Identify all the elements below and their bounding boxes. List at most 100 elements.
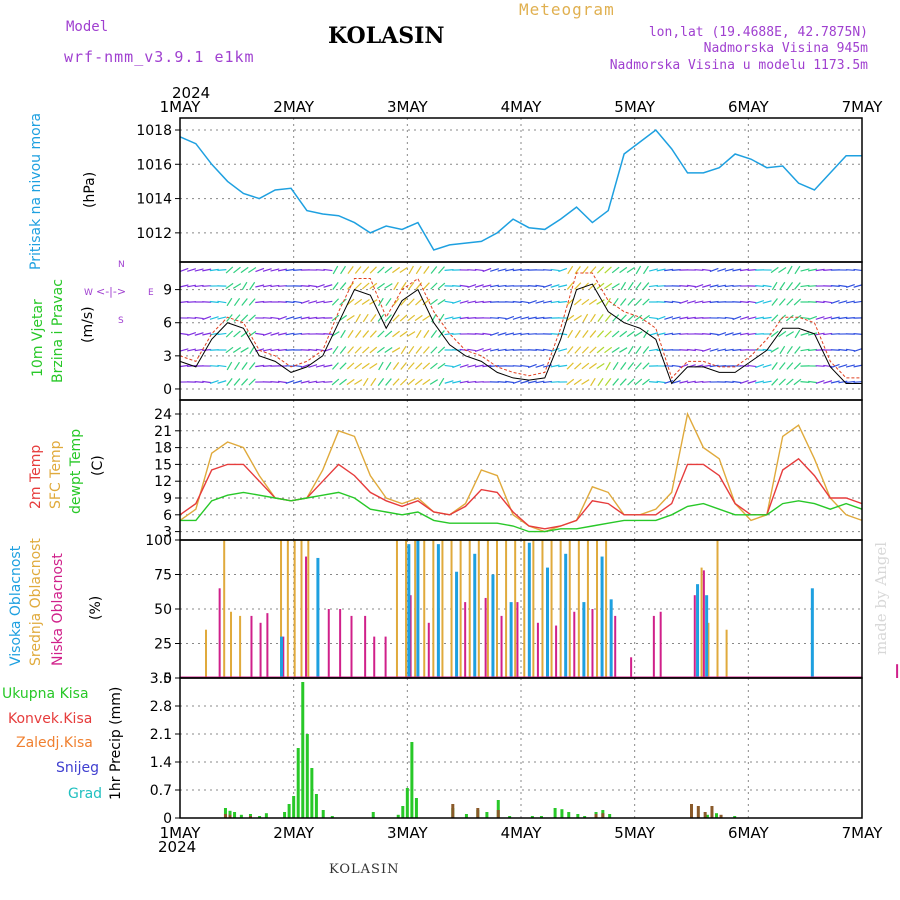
wind-arrow [414, 378, 423, 386]
wind-arrow [830, 300, 840, 304]
wind-arrow [604, 330, 612, 338]
wind-arrow [830, 363, 840, 369]
wind-arrow [438, 377, 445, 387]
wind-arrow [262, 365, 272, 367]
wind-arrow [800, 381, 810, 383]
wind-arrow [512, 379, 522, 385]
y-tick-label-temperature-0: 3 [163, 525, 172, 541]
wind-arrow [392, 330, 400, 338]
cloud-bar-mid [505, 540, 508, 678]
wind-arrow [694, 269, 704, 271]
wind-arrow [596, 346, 605, 354]
wind-arrow [770, 266, 779, 274]
wind-arrow [558, 267, 568, 273]
wind-arrow [240, 266, 249, 274]
wind-arrow [747, 269, 757, 271]
precip-bar-total [292, 796, 296, 818]
wind-arrow [558, 348, 568, 352]
wind-arrow [694, 380, 704, 384]
wind-arrow [467, 348, 477, 352]
wind-arrow [385, 297, 392, 307]
cloud-bar-low [652, 615, 655, 678]
wind-arrow [619, 298, 627, 306]
wind-arrow [604, 266, 612, 274]
wind-arrow [415, 362, 423, 370]
wind-arrow [635, 345, 642, 355]
wind-arrow [838, 316, 848, 320]
compass-e: E [148, 288, 154, 298]
precip-bar-total [405, 788, 409, 818]
wind-arrow [808, 332, 818, 336]
wind-arrow [627, 314, 635, 322]
cloud-bar-low [384, 636, 387, 678]
wind-arrow [444, 380, 454, 384]
cloud-bar-mid [223, 540, 226, 678]
wind-arrow [437, 346, 446, 354]
wind-arrow [209, 316, 219, 320]
y-tick-label-pressure-3: 1018 [136, 123, 172, 139]
wind-arrow [724, 348, 734, 352]
precip-bar-conv [476, 808, 480, 818]
precip-bar-total [553, 808, 557, 818]
wind-arrow [392, 314, 400, 322]
wind-arrow [308, 348, 318, 352]
wind-arrow [362, 266, 370, 274]
wind-arrow [202, 285, 212, 287]
wind-arrow [627, 298, 635, 306]
wind-arrow [550, 268, 560, 272]
wind-arrow [643, 265, 649, 275]
wind-arrow [830, 316, 840, 320]
wind-arrow [755, 316, 765, 320]
wind-arrow [369, 363, 378, 369]
precip-bar-total [287, 804, 291, 818]
wind-arrow [596, 282, 605, 290]
wind-arrow [815, 316, 825, 320]
wind-arrow [339, 362, 347, 370]
cloud-bar-mid [586, 540, 589, 678]
wind-arrow [642, 362, 650, 370]
wind-arrow [179, 284, 189, 288]
wind-arrow [786, 345, 793, 355]
year-bottom: 2024 [158, 838, 197, 856]
wind-arrow [385, 361, 392, 371]
wind-arrow [558, 300, 568, 304]
wind-arrow [649, 268, 659, 272]
wind-arrow [217, 269, 227, 271]
wind-arrow [407, 362, 415, 370]
wind-arrow [285, 365, 295, 367]
precip-bar-total [410, 742, 414, 818]
wind-arrow [527, 285, 537, 287]
wind-arrow [845, 269, 855, 271]
wind-arrow [482, 267, 492, 273]
x-tick-bottom-5: 6MAY [728, 824, 770, 842]
cloud-bar-low [555, 625, 558, 678]
wind-arrow [408, 345, 415, 355]
wind-arrow [255, 332, 265, 336]
wind-arrow [285, 379, 295, 385]
precip-bar-conv [451, 804, 455, 818]
wind-arrow [437, 282, 446, 290]
wind-arrow [233, 297, 241, 307]
wind-arrow [649, 332, 659, 336]
wind-arrow [270, 381, 280, 383]
wind-arrow [709, 332, 719, 336]
y-tick-label-temperature-5: 18 [154, 441, 172, 457]
y-tick-label-cloud-0: 0 [163, 671, 172, 687]
wind-arrow [724, 316, 734, 320]
wind-arrow [627, 378, 635, 386]
wind-arrow [459, 300, 469, 304]
wind-arrow [308, 300, 318, 304]
wind-arrow [497, 284, 507, 288]
wind-arrow [489, 348, 500, 352]
wind-arrow [378, 297, 384, 307]
cloud-bar-mid [577, 540, 580, 678]
wind-arrow [830, 380, 840, 384]
wind-arrow [293, 316, 303, 320]
wind-arrow [444, 300, 454, 304]
coords-label: lon,lat (19.4688E, 42.7875N) [648, 25, 868, 40]
wind-arrow [422, 315, 431, 321]
wind-arrow [408, 282, 415, 290]
wind-arrow [815, 365, 825, 367]
precip-bar-total [233, 812, 237, 818]
cloud-bar-mid [432, 540, 435, 678]
